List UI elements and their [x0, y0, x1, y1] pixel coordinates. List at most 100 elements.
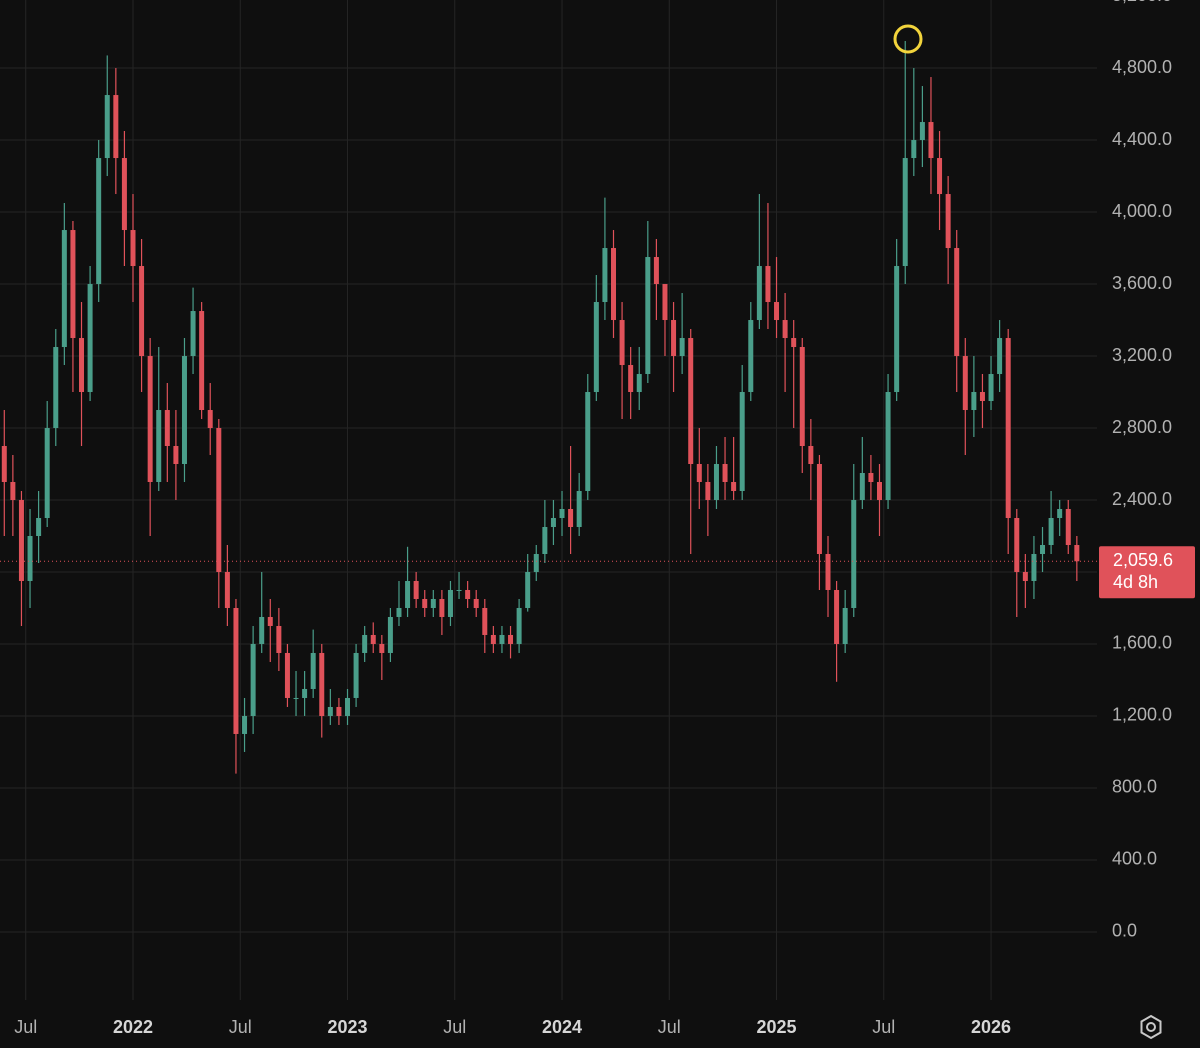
- candle-body: [87, 284, 93, 393]
- candle-body: [774, 302, 780, 321]
- settings-center[interactable]: [1146, 1022, 1156, 1032]
- candle-body: [619, 320, 625, 366]
- candle-body: [36, 517, 42, 536]
- candle-body: [791, 338, 797, 348]
- candle-body: [130, 230, 136, 267]
- candle-body: [585, 392, 591, 492]
- candle-body: [851, 500, 857, 608]
- candle-body: [525, 571, 531, 608]
- y-tick-label: 5,200.0: [1112, 0, 1172, 5]
- candle-body: [894, 266, 900, 393]
- candle-body: [662, 284, 668, 321]
- candle-body: [147, 356, 153, 483]
- candle-body: [568, 508, 574, 527]
- candle-body: [293, 697, 299, 699]
- candle-body: [173, 446, 179, 465]
- candle-body: [242, 715, 248, 734]
- candle-body: [1005, 338, 1011, 518]
- candle-body: [988, 374, 994, 402]
- x-tick-label: 2024: [542, 1017, 582, 1037]
- candle-body: [362, 634, 368, 653]
- candle-body: [439, 598, 445, 617]
- candle-body: [379, 643, 385, 653]
- y-tick-label: 2,400.0: [1112, 489, 1172, 509]
- candle-body: [1031, 553, 1037, 581]
- last-price-label: 2,059.6: [1113, 550, 1173, 570]
- settings-icon[interactable]: [1140, 1014, 1162, 1040]
- candle-body: [799, 347, 805, 447]
- candle-body: [971, 392, 977, 411]
- candle-body: [1057, 508, 1063, 518]
- candle-body: [722, 464, 728, 483]
- candle-body: [190, 311, 196, 357]
- candle-body: [731, 482, 737, 492]
- candle-body: [576, 491, 582, 527]
- candle-body: [671, 320, 677, 357]
- x-tick-label: 2023: [327, 1017, 367, 1037]
- candle-body: [919, 122, 925, 141]
- axes: 0.0400.0800.01,200.01,600.02,000.02,400.…: [14, 0, 1195, 1037]
- candle-body: [181, 356, 187, 465]
- candle-body: [1022, 571, 1028, 581]
- candle-body: [756, 266, 762, 321]
- candle-body: [387, 616, 393, 653]
- candle-body: [413, 580, 419, 599]
- y-tick-label: 1,600.0: [1112, 633, 1172, 653]
- candle-body: [70, 230, 76, 339]
- candle-body: [945, 194, 951, 249]
- x-tick-label: Jul: [658, 1017, 681, 1037]
- candle-body: [276, 625, 282, 653]
- candle-body: [207, 410, 213, 429]
- candle-body: [284, 652, 290, 698]
- candle-body: [713, 464, 719, 500]
- y-tick-label: 1,200.0: [1112, 705, 1172, 725]
- candle-body: [336, 706, 342, 716]
- candle-body: [233, 607, 239, 734]
- candle-body: [259, 616, 265, 644]
- candle-body: [53, 347, 59, 429]
- candle-body: [688, 338, 694, 465]
- candle-body: [104, 95, 110, 159]
- candle-body: [465, 589, 471, 599]
- y-tick-label: 4,000.0: [1112, 201, 1172, 221]
- candle-body: [302, 688, 308, 698]
- candle-body: [1014, 517, 1020, 572]
- candle-body: [593, 302, 599, 393]
- candle-body: [18, 500, 24, 581]
- x-tick-label: Jul: [443, 1017, 466, 1037]
- candle-body: [834, 589, 840, 644]
- candle-body: [885, 392, 891, 500]
- settings-hexagon[interactable]: [1140, 1014, 1162, 1040]
- candle-body: [139, 266, 145, 357]
- x-tick-label: Jul: [14, 1017, 37, 1037]
- candle-body: [96, 158, 102, 285]
- x-tick-label: Jul: [872, 1017, 895, 1037]
- candle-body: [550, 517, 556, 527]
- candle-body: [937, 158, 943, 195]
- grid: [0, 0, 1097, 1000]
- candle-body: [1040, 544, 1046, 554]
- candle-body: [825, 553, 831, 590]
- candle-body: [61, 230, 67, 348]
- candle-body: [370, 634, 376, 644]
- candle-body: [739, 392, 745, 492]
- y-tick-label: 800.0: [1112, 777, 1157, 797]
- highlight-circle: [893, 24, 923, 54]
- candle-body: [1065, 508, 1071, 545]
- candle-body: [954, 248, 960, 357]
- candle-body: [10, 482, 16, 500]
- candle-body: [319, 652, 325, 716]
- candle-body: [962, 356, 968, 411]
- candle-body: [405, 580, 411, 608]
- candle-body: [516, 607, 522, 644]
- candle-body: [224, 571, 230, 608]
- y-tick-label: 2,800.0: [1112, 417, 1172, 437]
- candle-body: [808, 446, 814, 465]
- candle-body: [782, 320, 788, 339]
- candle-body: [868, 473, 874, 483]
- candle-body: [842, 607, 848, 644]
- candle-body: [610, 248, 616, 321]
